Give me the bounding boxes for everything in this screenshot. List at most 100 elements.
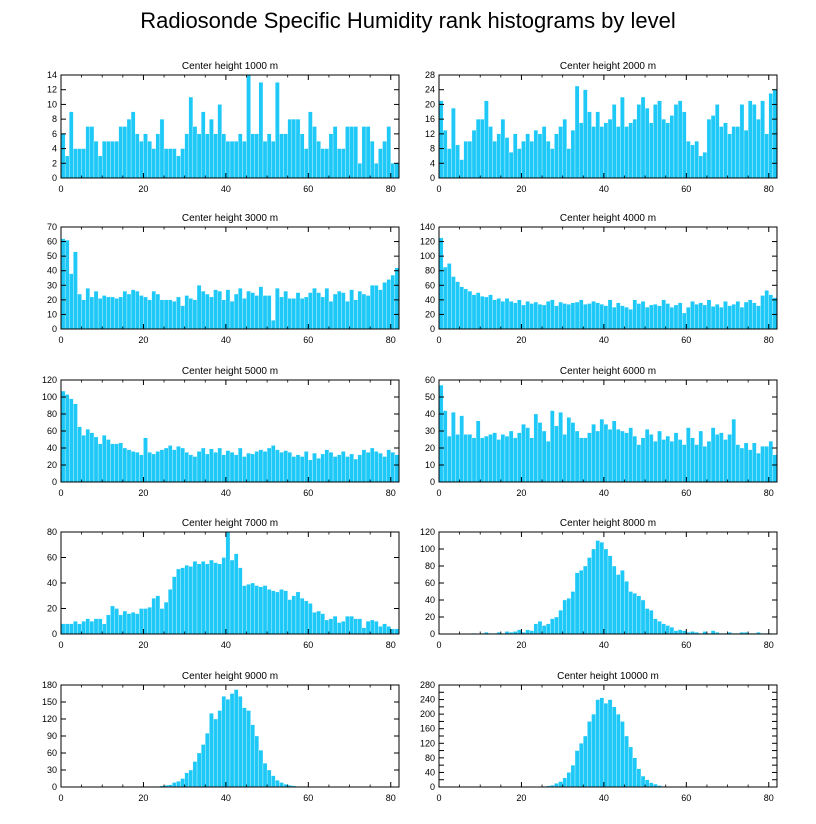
histogram-bar xyxy=(291,118,297,179)
histogram-bar xyxy=(550,148,555,179)
y-tick-label: 4 xyxy=(52,144,57,154)
histogram-bar xyxy=(283,590,288,635)
x-tick-label: 20 xyxy=(138,184,148,194)
histogram-bar xyxy=(275,288,280,330)
histogram-bar xyxy=(451,107,456,179)
histogram-bar xyxy=(752,302,757,330)
histogram-bar xyxy=(106,614,111,635)
x-tick-label: 20 xyxy=(516,793,526,803)
histogram-bar xyxy=(616,302,621,330)
histogram-bar xyxy=(529,303,534,330)
histogram-bar xyxy=(529,630,534,635)
histogram-bar xyxy=(731,418,736,483)
x-tick-label: 40 xyxy=(221,488,231,498)
histogram-bar xyxy=(764,446,769,483)
histogram-bar xyxy=(341,451,346,483)
y-tick-label: 40 xyxy=(425,767,435,777)
histogram-bar xyxy=(316,458,321,483)
histogram-bar xyxy=(143,133,148,179)
histogram-bar xyxy=(64,623,70,635)
histogram-bar xyxy=(661,299,666,330)
histogram-bar xyxy=(500,301,506,330)
histogram-bar xyxy=(275,449,280,483)
histogram-bar xyxy=(209,448,214,483)
histogram-bar xyxy=(378,626,383,635)
histogram-bar xyxy=(455,434,460,483)
histogram-bar xyxy=(661,439,666,483)
histogram-bar xyxy=(550,299,555,330)
histogram-bar xyxy=(475,118,481,179)
histogram-bar xyxy=(475,420,481,483)
histogram-bar xyxy=(176,781,181,788)
histogram-bar xyxy=(587,721,592,788)
histogram-bar xyxy=(328,452,334,483)
x-tick-label: 40 xyxy=(221,184,231,194)
histogram-bar xyxy=(172,301,177,330)
y-tick-label: 60 xyxy=(425,578,435,588)
histogram-bar xyxy=(357,290,363,330)
histogram-bar xyxy=(607,299,613,330)
histogram-bar xyxy=(118,296,123,330)
histogram-bar xyxy=(727,434,732,483)
plot-frame xyxy=(60,226,400,330)
histogram-bar xyxy=(735,301,741,330)
histogram-bar xyxy=(114,298,119,330)
histogram-bar xyxy=(168,299,173,330)
histogram-bar xyxy=(266,589,272,635)
histogram-bar xyxy=(682,444,687,483)
histogram-bar xyxy=(624,306,629,330)
histogram-bar xyxy=(361,449,367,483)
histogram-bar xyxy=(570,130,576,179)
y-tick-label: 30 xyxy=(425,426,435,436)
histogram-panel: Center height 7000 m 0 20 40 60 80 0 20 40 60 80 xyxy=(47,518,400,650)
y-tick-label: 120 xyxy=(42,714,57,724)
histogram-bar xyxy=(143,296,148,330)
histogram-bar xyxy=(349,126,354,179)
histogram-bar xyxy=(628,746,633,788)
histogram-bar xyxy=(126,449,132,483)
histogram-bar xyxy=(628,427,633,483)
y-tick-label: 40 xyxy=(425,295,435,305)
histogram-bar xyxy=(386,449,391,483)
histogram-bar xyxy=(611,306,617,330)
histogram-bar xyxy=(184,772,189,788)
histogram-bar xyxy=(287,599,292,635)
x-tick-label: 20 xyxy=(516,184,526,194)
histogram-bar xyxy=(320,613,325,635)
x-tick-label: 0 xyxy=(58,793,63,803)
histogram-bar xyxy=(686,306,691,330)
x-tick-label: 0 xyxy=(436,335,441,345)
histogram-bar xyxy=(570,422,576,483)
panel-title: Center height 4000 m xyxy=(560,213,656,224)
histogram-bar xyxy=(283,290,288,330)
histogram-bar xyxy=(233,141,239,179)
histogram-bar xyxy=(677,302,683,330)
histogram-bar xyxy=(768,441,774,483)
histogram-bar xyxy=(739,306,745,330)
histogram-bar xyxy=(739,447,745,483)
histogram-bar xyxy=(603,703,609,788)
histogram-bar xyxy=(459,159,464,179)
histogram-bar xyxy=(299,133,305,179)
panel-title: Center height 7000 m xyxy=(182,518,278,529)
histogram-bar xyxy=(221,454,227,483)
histogram-bar xyxy=(541,126,547,179)
histogram-bar xyxy=(229,452,235,483)
histogram-bar xyxy=(229,301,235,330)
histogram-bar xyxy=(517,148,522,179)
histogram-bar xyxy=(332,616,338,635)
histogram-bar xyxy=(451,412,456,483)
x-tick-label: 20 xyxy=(138,640,148,650)
histogram-bar xyxy=(657,100,662,179)
histogram-bar xyxy=(583,735,588,788)
histogram-bar xyxy=(312,288,317,330)
histogram-bar xyxy=(752,442,757,483)
histogram-bar xyxy=(312,126,317,179)
histogram-bar xyxy=(727,305,732,330)
y-tick-label: 2 xyxy=(52,158,57,168)
histogram-bar xyxy=(661,118,666,179)
histogram-bar xyxy=(496,298,501,330)
histogram-bar xyxy=(221,696,227,788)
plot-frame xyxy=(60,74,400,179)
histogram-bar xyxy=(246,710,251,788)
